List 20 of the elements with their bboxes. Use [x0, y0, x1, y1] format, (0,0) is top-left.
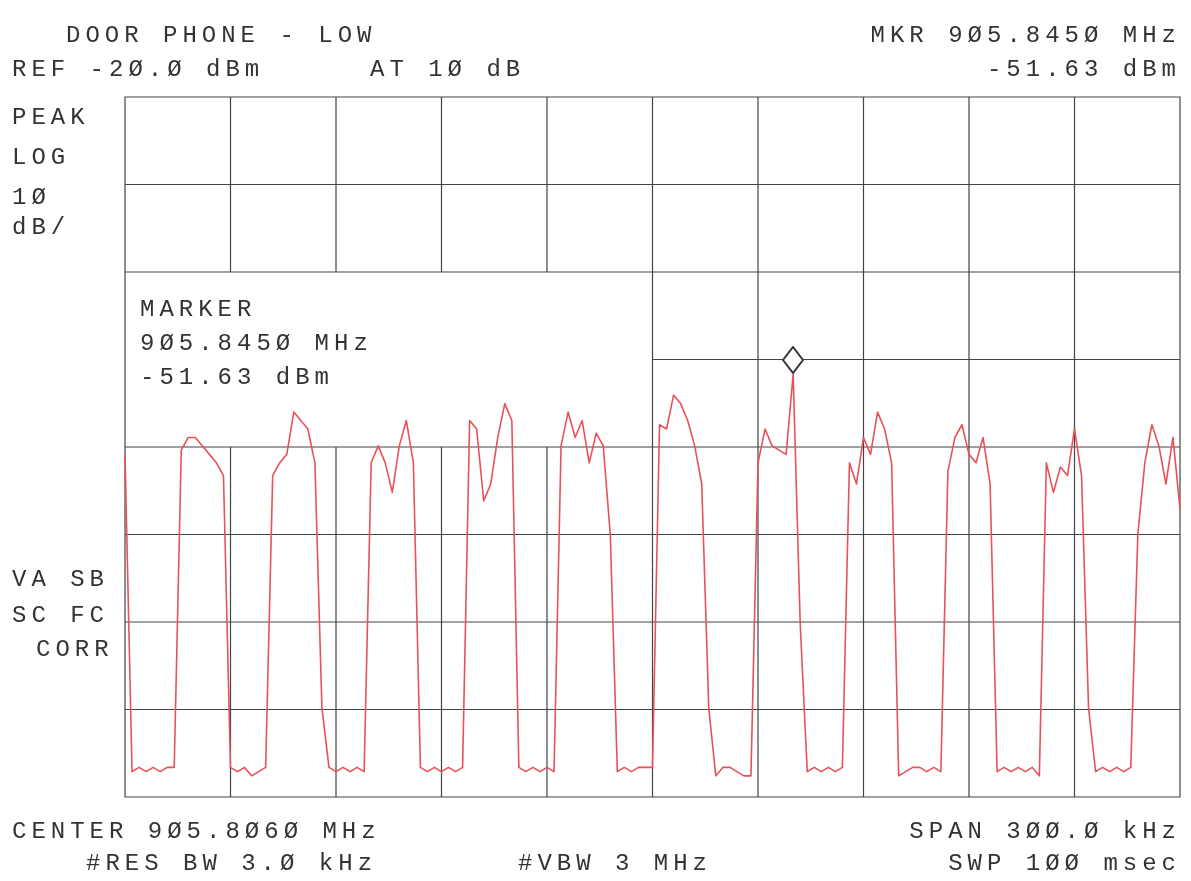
text: REF -2Ø.Ø dBm: [12, 56, 265, 84]
text: SC FC: [12, 602, 110, 630]
text: #RES BW 3.Ø kHz: [86, 850, 378, 878]
text: SWP 1ØØ msec: [948, 850, 1181, 878]
text: CORR: [36, 636, 114, 664]
text: PEAK: [12, 104, 90, 132]
text: dB/: [12, 214, 71, 242]
chart-title: DOOR PHONE - LOW: [66, 22, 377, 50]
text: MKR 9Ø5.845Ø MHz: [870, 22, 1181, 50]
text: SPAN 3ØØ.Ø kHz: [909, 818, 1181, 846]
text: VA SB: [12, 566, 110, 594]
text: 1Ø: [12, 184, 51, 212]
text: 9Ø5.845Ø MHz: [140, 330, 373, 358]
text: -51.63 dBm: [986, 56, 1181, 84]
annotation: -51.63 dBm: [140, 364, 335, 392]
text: AT 1Ø dB: [370, 56, 526, 84]
text: LOG: [12, 144, 71, 172]
text: #VBW 3 MHz: [518, 850, 713, 878]
text: CENTER 9Ø5.8Ø6Ø MHz: [12, 818, 381, 846]
text: MARKER: [140, 296, 257, 324]
